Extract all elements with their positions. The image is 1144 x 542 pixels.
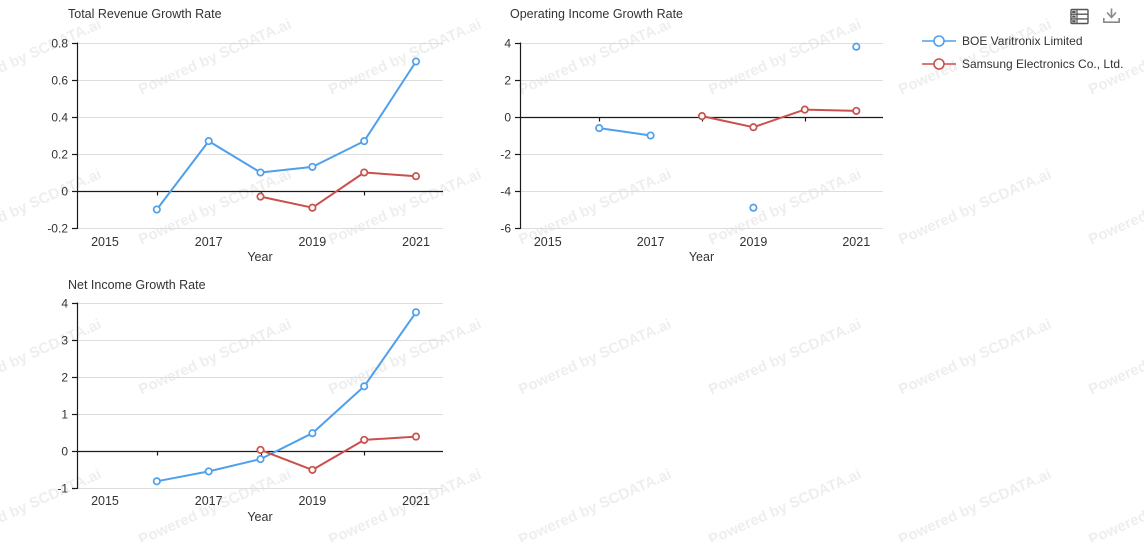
y-tick-label: 0 — [61, 445, 68, 459]
data-point — [360, 382, 369, 391]
y-tick-label: 3 — [61, 334, 68, 348]
data-point — [595, 124, 604, 133]
x-tick-label: 2021 — [402, 235, 430, 249]
data-point — [152, 205, 161, 214]
x-tick-label: 2015 — [91, 235, 119, 249]
legend-label: BOE Varitronix Limited — [962, 34, 1083, 48]
legend-marker-red — [922, 58, 956, 70]
data-point — [308, 429, 317, 438]
data-table-view-icon[interactable] — [1068, 5, 1091, 27]
chart-1: 0.8 0.6 0.4 0.2 0 -0.2 2015 2017 2019 2021 Year Tot… — [47, 7, 443, 264]
chart-2: 4 2 0 -2 -4 -6 2015 2017 2019 2021 Year Operating I… — [500, 7, 883, 264]
y-tick-label: 0.2 — [51, 148, 68, 162]
chart-title: Net Income Growth Rate — [68, 278, 206, 292]
data-point — [256, 192, 265, 201]
x-tick-label: 2021 — [402, 494, 430, 508]
x-tick-label: 2019 — [298, 235, 326, 249]
x-tick-label: 2017 — [195, 235, 223, 249]
chart-title: Operating Income Growth Rate — [510, 7, 683, 21]
y-tick-label: 4 — [504, 37, 511, 51]
data-point — [308, 203, 317, 212]
series-line — [260, 171, 417, 209]
data-point — [411, 308, 421, 317]
data-point — [308, 465, 317, 474]
series-boe — [152, 308, 421, 486]
series-samsung — [256, 168, 421, 212]
y-tick-label: 0.4 — [51, 111, 68, 125]
y-tick-label: -4 — [500, 185, 511, 199]
series-line — [260, 435, 417, 471]
y-tick-label: 0.8 — [51, 37, 68, 51]
series-boe — [595, 42, 861, 212]
data-point — [749, 203, 758, 212]
y-tick-label: -0.2 — [47, 222, 68, 236]
x-tick-label: 2017 — [195, 494, 223, 508]
data-point — [749, 123, 758, 132]
data-point — [646, 131, 655, 140]
data-point — [360, 168, 369, 177]
legend-marker-blue — [922, 35, 956, 47]
data-point — [256, 168, 265, 177]
chart-3: 4 3 2 1 0 -1 2015 2017 2019 2021 Year Net Income Gr… — [57, 278, 443, 524]
legend-item-boe[interactable]: BOE Varitronix Limited — [922, 33, 1123, 49]
data-point — [256, 455, 265, 464]
data-point — [411, 432, 421, 441]
series-boe — [152, 57, 421, 214]
x-tick-label: 2015 — [534, 235, 562, 249]
series-samsung — [256, 432, 421, 474]
x-axis-label: Year — [689, 250, 714, 264]
x-tick-label: 2021 — [842, 235, 870, 249]
x-tick-label: 2017 — [637, 235, 665, 249]
data-point — [852, 42, 861, 51]
series-samsung — [697, 105, 861, 132]
data-point — [308, 162, 317, 171]
y-tick-label: 2 — [504, 74, 511, 88]
y-tick-label: 1 — [61, 408, 68, 422]
data-point — [256, 445, 265, 454]
y-tick-label: -1 — [57, 482, 68, 496]
y-tick-label: -2 — [500, 148, 511, 162]
y-tick-label: 4 — [61, 297, 68, 311]
series-line — [156, 311, 417, 483]
series-line — [599, 127, 651, 137]
data-point — [800, 105, 809, 114]
y-tick-label: 0 — [504, 111, 511, 125]
toolbar — [1068, 5, 1123, 27]
series-line — [156, 60, 417, 211]
series-line — [701, 108, 857, 129]
x-tick-label: 2019 — [740, 235, 768, 249]
x-axis-label: Year — [247, 250, 272, 264]
x-tick-label: 2019 — [298, 494, 326, 508]
x-axis-label: Year — [247, 510, 272, 524]
data-point — [360, 137, 369, 146]
x-tick-label: 2015 — [91, 494, 119, 508]
y-tick-label: 2 — [61, 371, 68, 385]
legend-item-samsung[interactable]: Samsung Electronics Co., Ltd. — [922, 56, 1123, 72]
data-point — [411, 57, 421, 66]
data-point — [697, 112, 707, 121]
chart-title: Total Revenue Growth Rate — [68, 7, 222, 21]
data-point — [204, 467, 213, 476]
data-point — [360, 435, 369, 444]
y-tick-label: 0 — [61, 185, 68, 199]
data-point — [411, 172, 421, 181]
data-point — [152, 477, 161, 486]
download-icon[interactable] — [1100, 5, 1123, 27]
data-point — [204, 137, 213, 146]
data-point — [852, 106, 861, 115]
legend-label: Samsung Electronics Co., Ltd. — [962, 57, 1124, 71]
y-tick-label: -6 — [500, 222, 511, 236]
legend: BOE Varitronix Limited Samsung Electroni… — [922, 33, 1123, 79]
y-tick-label: 0.6 — [51, 74, 68, 88]
